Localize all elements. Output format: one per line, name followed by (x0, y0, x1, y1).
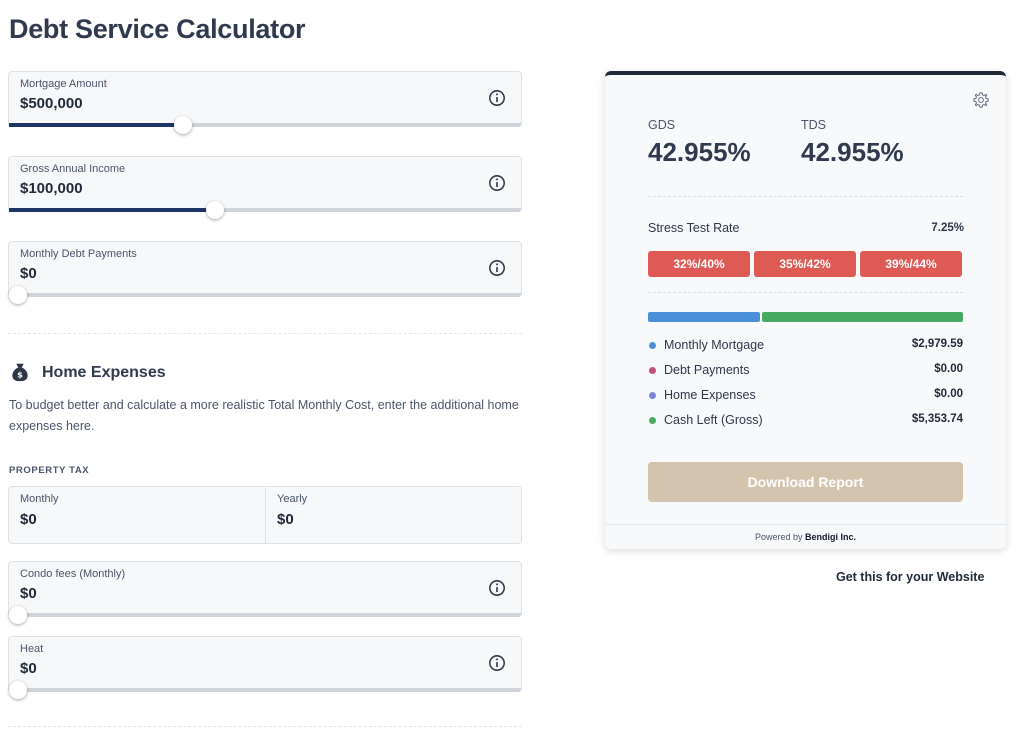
legend-row-cash-left: Cash Left (Gross) $5,353.74 (648, 412, 963, 430)
gross-annual-income-label: Gross Annual Income (20, 163, 126, 175)
heat-slider[interactable] (9, 681, 521, 699)
stress-test-value: 7.25% (931, 222, 964, 234)
page-title: Debt Service Calculator (9, 14, 306, 44)
legend-label: Home Expenses (664, 388, 756, 402)
mortgage-share-bar (648, 312, 760, 322)
mortgage-amount-value[interactable]: $500,000 (20, 95, 83, 112)
tds-label: TDS (801, 118, 826, 132)
monthly-debt-payments-label: Monthly Debt Payments (20, 248, 137, 260)
threshold-pill: 35%/42% (754, 251, 856, 277)
property-tax-field: Monthly $0 Yearly $0 (8, 486, 522, 544)
property-tax-yearly-input[interactable]: Yearly $0 (265, 487, 521, 543)
monthly-debt-payments-value[interactable]: $0 (20, 265, 37, 282)
legend-row-debt-payments: Debt Payments $0.00 (648, 362, 963, 380)
legend-label: Cash Left (Gross) (664, 413, 763, 427)
mortgage-amount-slider[interactable] (9, 116, 521, 134)
slider-fill (9, 123, 183, 127)
legend-value: $0.00 (934, 388, 963, 400)
legend-dot (649, 392, 656, 399)
gross-annual-income-value[interactable]: $100,000 (20, 180, 83, 197)
property-tax-yearly-value[interactable]: $0 (277, 511, 294, 528)
stress-test-label: Stress Test Rate (648, 221, 740, 235)
download-report-button[interactable]: Download Report (648, 462, 963, 502)
mortgage-amount-label: Mortgage Amount (20, 78, 107, 90)
monthly-debt-payments-field[interactable]: Monthly Debt Payments $0 (8, 241, 522, 304)
powered-by-text: Powered by (754, 532, 803, 542)
legend-row-monthly-mortgage: Monthly Mortgage $2,979.59 (648, 337, 963, 355)
home-expenses-description: To budget better and calculate a more re… (9, 398, 519, 433)
monthly-debt-payments-slider[interactable] (9, 286, 521, 304)
mortgage-amount-field[interactable]: Mortgage Amount $500,000 (8, 71, 522, 134)
threshold-pill: 39%/44% (860, 251, 962, 277)
cash-left-share-bar (762, 312, 963, 322)
legend-dot (649, 342, 656, 349)
legend-value: $2,979.59 (911, 338, 963, 350)
legend-value: $5,353.74 (911, 413, 963, 425)
condo-fees-label: Condo fees (Monthly) (20, 568, 126, 580)
info-icon[interactable] (488, 89, 506, 107)
heat-value[interactable]: $0 (20, 660, 37, 677)
section-divider (8, 726, 522, 727)
heat-label: Heat (20, 643, 44, 655)
info-icon[interactable] (488, 259, 506, 277)
legend-dot (649, 367, 656, 374)
gds-label: GDS (648, 118, 676, 132)
card-divider (648, 196, 963, 197)
slider-thumb[interactable] (9, 286, 27, 304)
get-for-website-link[interactable]: Get this for your Website (836, 570, 985, 584)
tds-value: 42.955% (801, 137, 904, 167)
section-divider (8, 333, 522, 334)
svg-text:$: $ (17, 370, 23, 380)
legend-value: $0.00 (934, 363, 963, 375)
gross-annual-income-slider[interactable] (9, 201, 521, 219)
property-tax-monthly-label: Monthly (20, 493, 59, 505)
legend-label: Debt Payments (664, 363, 750, 377)
slider-thumb[interactable] (173, 116, 192, 134)
legend-row-home-expenses: Home Expenses $0.00 (648, 387, 963, 405)
slider-thumb[interactable] (205, 201, 224, 219)
slider-thumb[interactable] (9, 681, 27, 699)
gds-value: 42.955% (648, 137, 751, 167)
money-bag-icon: $ (12, 363, 28, 382)
threshold-pill: 32%/40% (648, 251, 750, 277)
slider-fill (9, 208, 215, 212)
condo-fees-slider[interactable] (9, 606, 521, 624)
results-card: GDS 42.955% TDS 42.955% Stress Test Rate… (605, 71, 1006, 549)
powered-by-brand-link[interactable]: Bendigi Inc. (805, 532, 857, 542)
gear-icon[interactable] (972, 91, 990, 109)
slider-thumb[interactable] (9, 606, 27, 624)
home-expenses-heading: Home Expenses (42, 364, 166, 381)
card-divider (648, 292, 963, 293)
property-tax-monthly-value[interactable]: $0 (20, 511, 37, 528)
powered-by-footer: Powered by Bendigi Inc. (605, 524, 1006, 549)
info-icon[interactable] (488, 654, 506, 672)
legend-dot (649, 417, 656, 424)
heat-field[interactable]: Heat $0 (8, 636, 522, 699)
property-tax-yearly-label: Yearly (277, 493, 308, 505)
condo-fees-value[interactable]: $0 (20, 585, 37, 602)
gross-annual-income-field[interactable]: Gross Annual Income $100,000 (8, 156, 522, 219)
info-icon[interactable] (488, 579, 506, 597)
property-tax-heading: PROPERTY TAX (9, 465, 90, 476)
legend-label: Monthly Mortgage (664, 338, 765, 352)
condo-fees-field[interactable]: Condo fees (Monthly) $0 (8, 561, 522, 624)
property-tax-monthly-input[interactable]: Monthly $0 (9, 487, 265, 543)
info-icon[interactable] (488, 174, 506, 192)
